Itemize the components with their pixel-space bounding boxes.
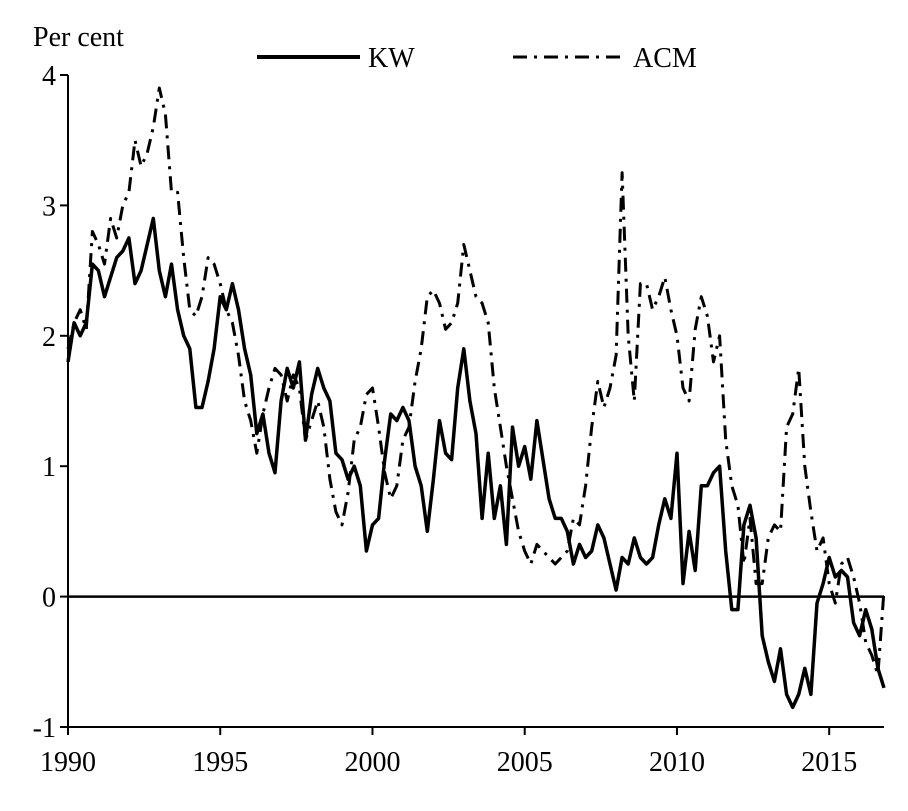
x-tick-label: 1995	[192, 747, 248, 778]
tick-labels: -1 0 1 2 3 4 1990 1995 2000 2005 2010 2015	[33, 61, 858, 778]
x-tick-label: 2015	[801, 747, 857, 778]
y-axis-unit-label: Per cent	[33, 22, 124, 53]
series-line-kw	[66, 216, 886, 710]
y-tick-label: -1	[33, 713, 56, 744]
y-tick-label: 4	[42, 61, 56, 92]
y-tick-label: 3	[42, 191, 56, 222]
y-tick-label: 1	[42, 452, 56, 483]
legend-label-kw: KW	[368, 43, 415, 74]
y-tick-label: 2	[42, 322, 56, 353]
legend-label-acm: ACM	[633, 43, 697, 74]
x-tick-label: 2005	[497, 747, 553, 778]
x-tick-label: 1990	[40, 747, 96, 778]
series-line-acm	[66, 86, 886, 677]
y-tick-label: 0	[42, 583, 56, 614]
series	[66, 86, 886, 710]
x-tick-label: 2010	[649, 747, 705, 778]
axes	[60, 74, 884, 735]
x-tick-label: 2000	[344, 747, 400, 778]
legend: KW ACM	[257, 43, 697, 74]
